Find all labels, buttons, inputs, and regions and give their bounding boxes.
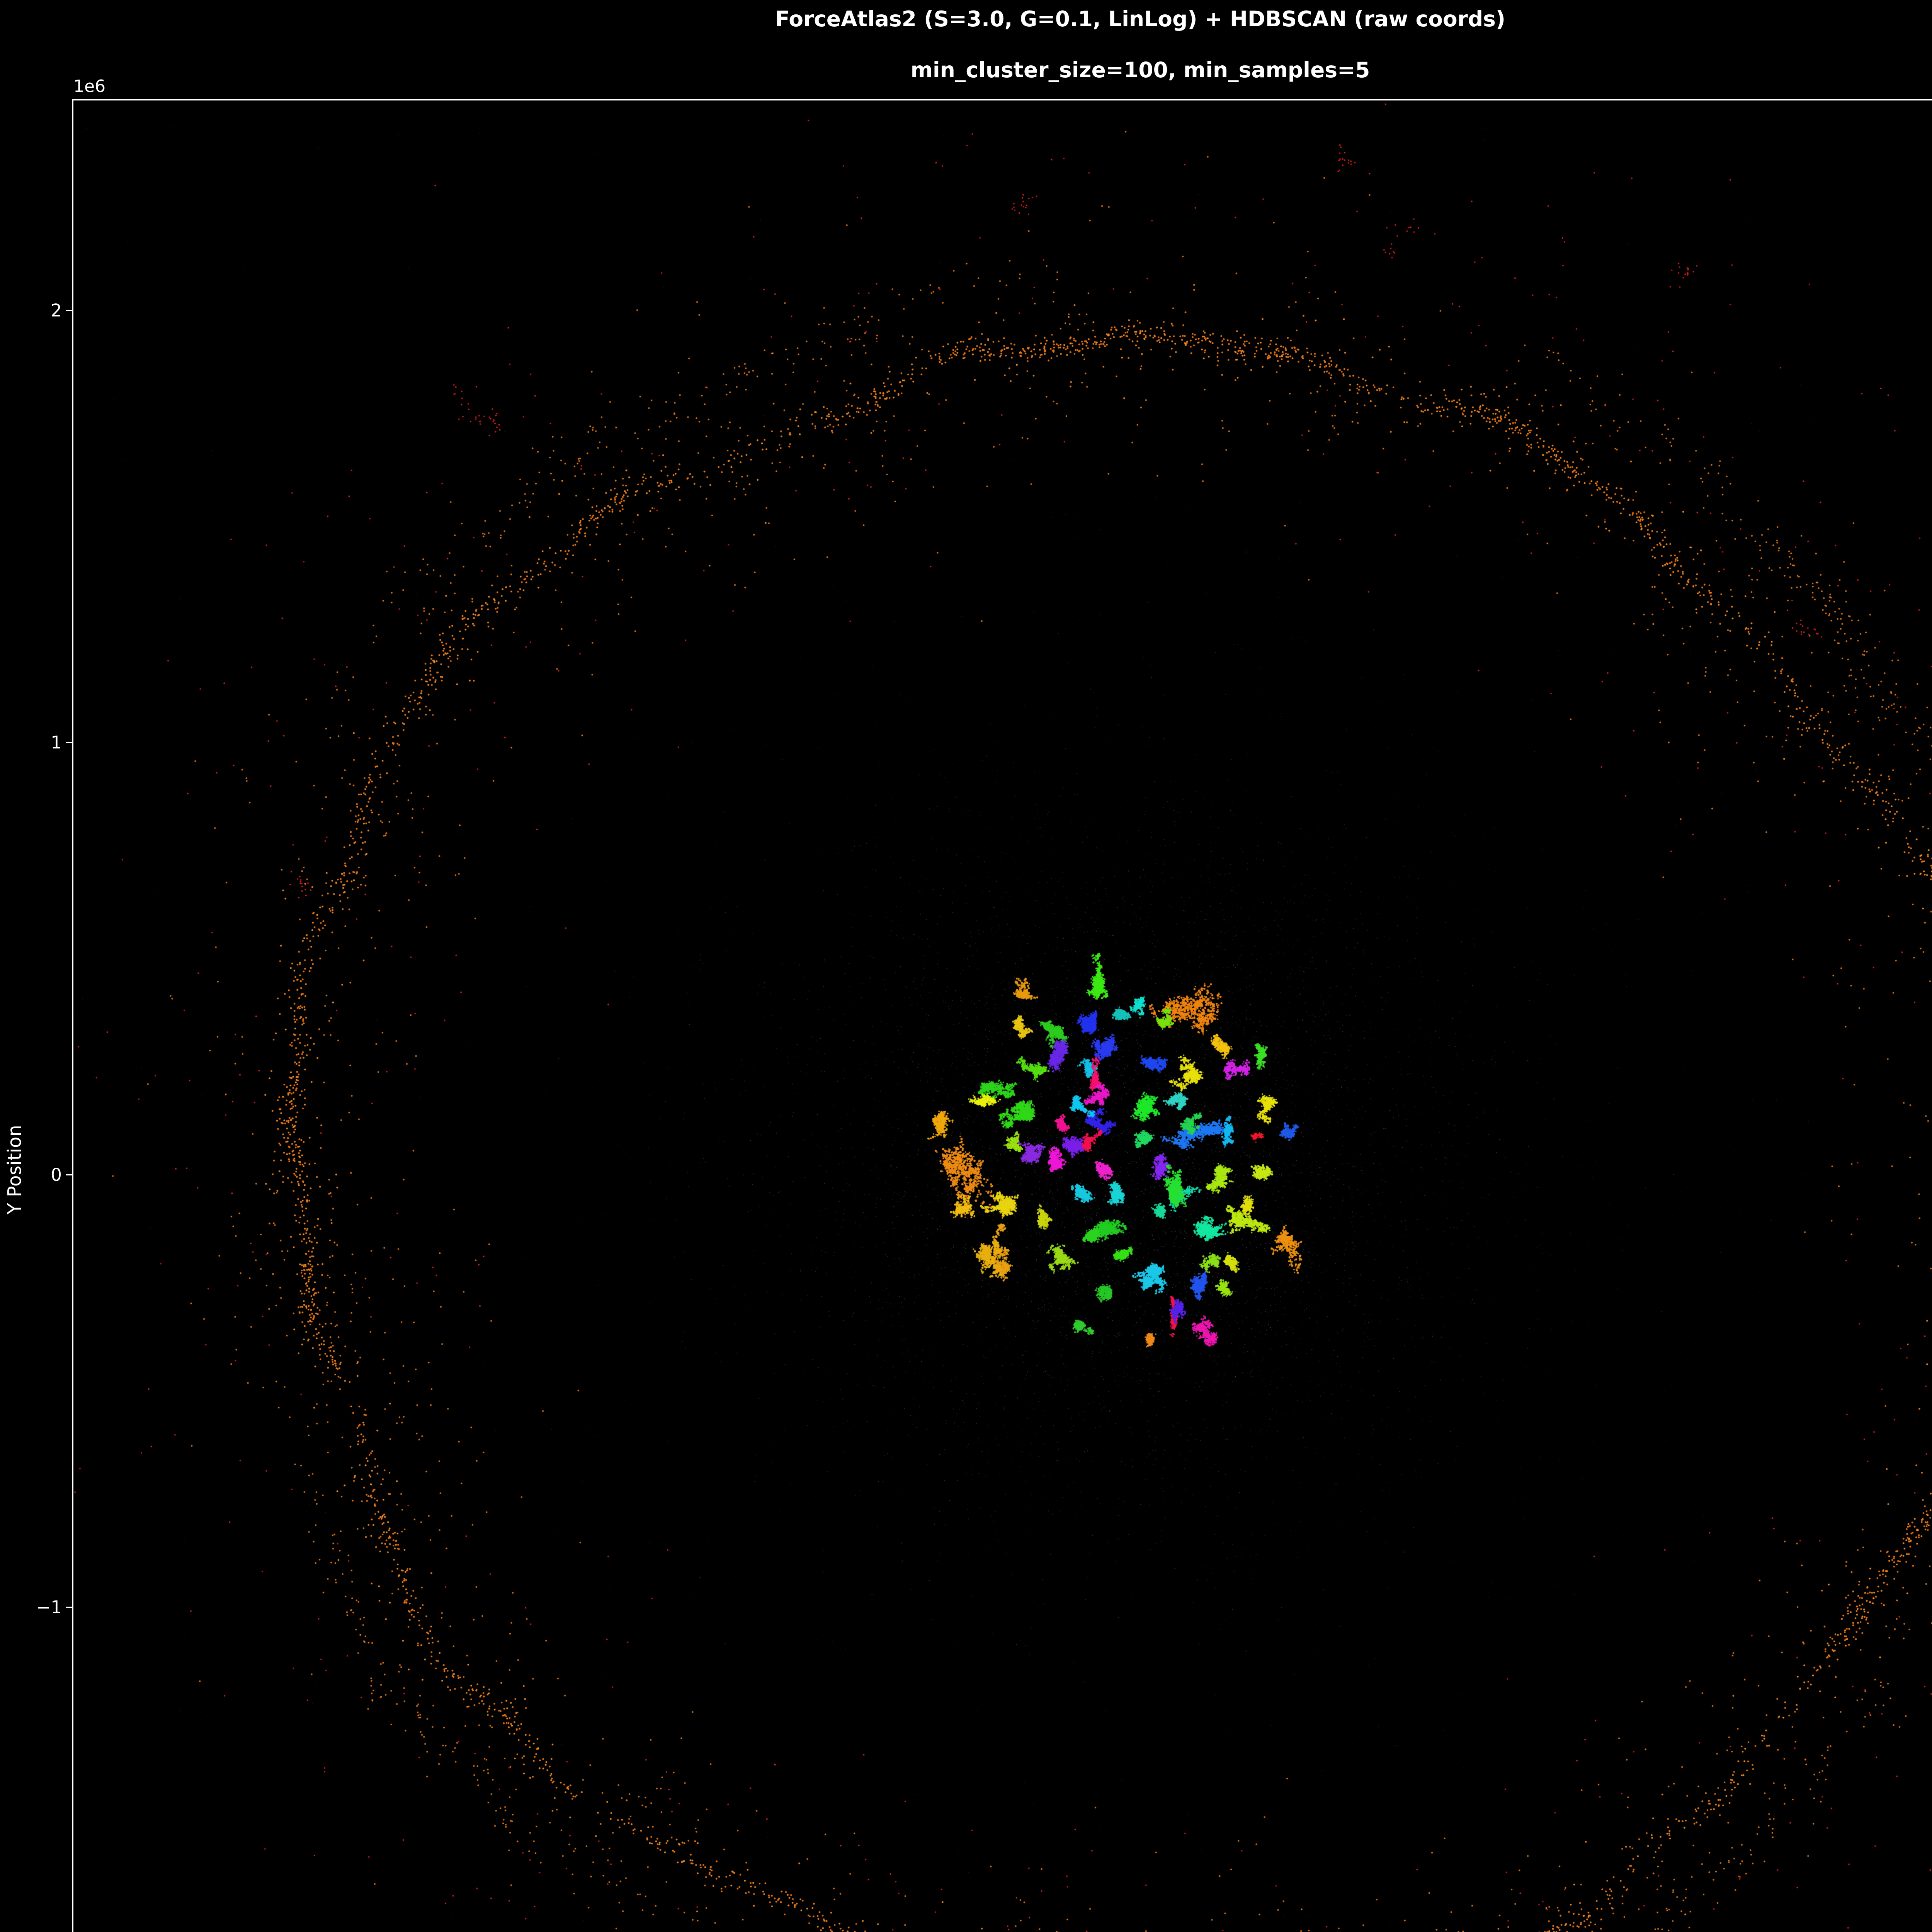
chart-title-line2: min_cluster_size=100, min_samples=5 [910, 58, 1370, 82]
y-tick-mark [66, 310, 72, 311]
chart-title-line1: ForceAtlas2 (S=3.0, G=0.1, LinLog) + HDB… [775, 7, 1506, 31]
scatter-canvas [72, 99, 1932, 1932]
y-tick-label: 1 [51, 732, 62, 753]
y-tick-label: 2 [51, 300, 62, 321]
y-tick-mark [66, 1607, 72, 1608]
y-tick-mark [66, 1174, 72, 1175]
y-tick-mark [66, 742, 72, 743]
y-axis-offset-label: 1e6 [73, 77, 106, 96]
y-axis-label: Y Position [4, 1125, 26, 1214]
y-tick-label: −1 [36, 1597, 62, 1617]
y-tick-label: 0 [51, 1165, 62, 1185]
